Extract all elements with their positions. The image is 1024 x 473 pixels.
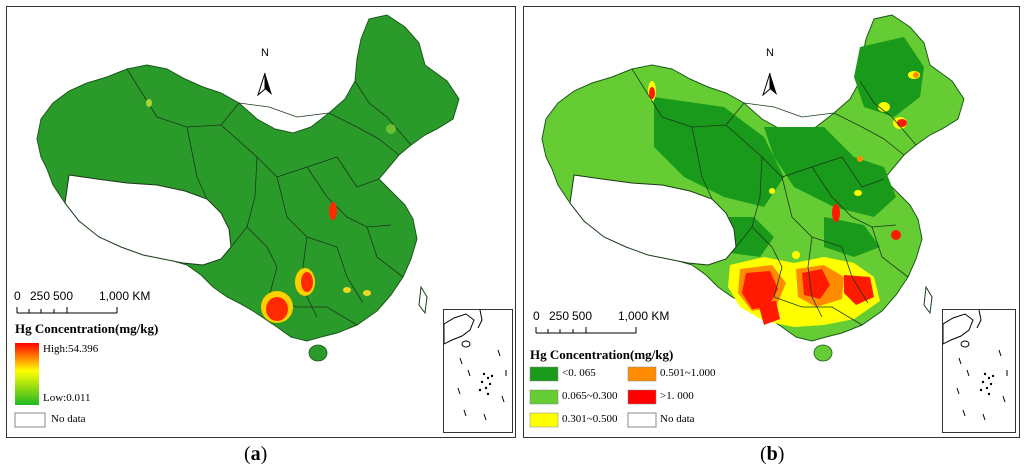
no-data-region	[569, 174, 737, 266]
scale-tick-0: 0	[533, 309, 540, 323]
legend-label-0501-1000: 0.501~1.000	[660, 367, 716, 379]
map-panel-a: N 0 250 500 1,000 KM Hg Concentration(mg…	[6, 6, 516, 438]
legend-color-ramp	[15, 343, 39, 405]
scale-tick-500: 500	[572, 309, 593, 323]
south-china-sea-inset	[443, 309, 513, 433]
legend-swatch-no-data	[627, 412, 657, 428]
hainan-island	[308, 344, 328, 362]
scale-tick-500: 500	[53, 289, 74, 303]
china-map-continuous	[14, 14, 460, 428]
caption-a: (a)	[244, 443, 268, 465]
hotspots	[146, 99, 396, 323]
scale-tick-1000: 1,000 KM	[618, 309, 670, 323]
china-map-classified	[529, 14, 965, 428]
scale-tick-250: 250	[30, 289, 51, 303]
class-low-zones	[654, 37, 924, 257]
province-borders	[631, 68, 917, 326]
north-label: N	[261, 47, 269, 59]
north-arrow-icon	[256, 72, 272, 97]
caption-a-label: a	[250, 443, 261, 465]
caption-b-label: b	[766, 443, 778, 465]
map-panel-b: N 0 250 500 1,000 KM Hg Concentration(mg…	[523, 6, 1020, 438]
taiwan-outline	[418, 285, 428, 315]
taiwan-outline	[923, 285, 933, 315]
no-data-region	[64, 174, 232, 266]
legend-title: Hg Concentration(mg/kg)	[530, 347, 674, 362]
legend-swatch-0065-0300	[529, 389, 559, 405]
class-high-zones	[648, 71, 920, 327]
south-china-sea-inset	[942, 309, 1016, 433]
scale-tick-0: 0	[14, 289, 21, 303]
legend-label-no-data: No data	[660, 413, 695, 425]
north-arrow-icon	[761, 72, 777, 97]
legend-swatch-0501-1000	[627, 366, 657, 382]
legend-label-lt-0065: <0. 065	[562, 367, 596, 379]
north-label: N	[766, 47, 774, 59]
legend-label-gt-1000: >1. 000	[660, 390, 694, 402]
legend-title: Hg Concentration(mg/kg)	[15, 321, 159, 336]
legend-label-0065-0300: 0.065~0.300	[562, 390, 618, 402]
legend-swatch-0301-0500	[529, 412, 559, 428]
legend-label-0301-0500: 0.301~0.500	[562, 413, 618, 425]
scale-tick-250: 250	[549, 309, 570, 323]
scale-bar	[535, 327, 637, 334]
scale-bar	[16, 307, 118, 314]
legend-no-data-label: No data	[51, 413, 86, 425]
legend-swatch-lt-0065	[529, 366, 559, 382]
legend-low-label: Low:0.011	[43, 392, 91, 404]
scale-tick-1000: 1,000 KM	[99, 289, 151, 303]
legend-swatch-gt-1000	[627, 389, 657, 405]
legend-high-label: High:54.396	[43, 343, 99, 355]
province-borders	[126, 68, 412, 326]
legend-no-data-swatch	[14, 412, 46, 428]
caption-b: (b)	[760, 443, 785, 465]
hainan-island	[813, 344, 833, 362]
